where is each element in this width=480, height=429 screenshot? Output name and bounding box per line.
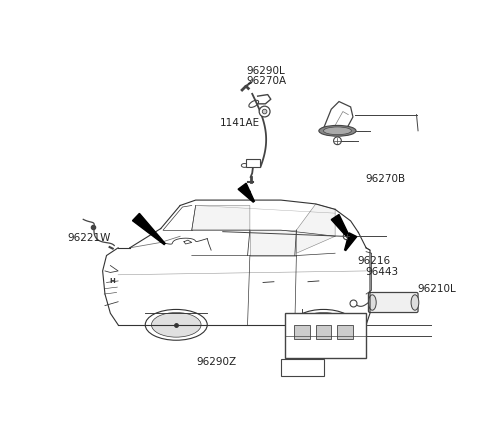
Circle shape bbox=[262, 109, 267, 114]
FancyBboxPatch shape bbox=[369, 293, 418, 312]
Bar bbox=[281, 360, 324, 376]
Text: 96290Z: 96290Z bbox=[196, 357, 236, 367]
Circle shape bbox=[343, 233, 350, 240]
Ellipse shape bbox=[292, 309, 355, 340]
Ellipse shape bbox=[241, 163, 248, 167]
Bar bbox=[316, 325, 331, 338]
Ellipse shape bbox=[411, 295, 419, 310]
Bar bbox=[246, 159, 260, 167]
Polygon shape bbox=[250, 230, 296, 256]
Bar bbox=[294, 325, 310, 338]
Text: 96210L: 96210L bbox=[417, 284, 456, 294]
Polygon shape bbox=[238, 183, 254, 202]
Text: 96221W: 96221W bbox=[67, 233, 111, 243]
Text: 96443: 96443 bbox=[365, 267, 398, 277]
Polygon shape bbox=[192, 205, 250, 230]
Text: 96270A: 96270A bbox=[246, 76, 286, 86]
Polygon shape bbox=[296, 204, 335, 253]
Circle shape bbox=[259, 106, 270, 117]
Ellipse shape bbox=[324, 127, 351, 135]
Bar bbox=[285, 313, 366, 358]
Text: 96290L: 96290L bbox=[246, 66, 285, 76]
Polygon shape bbox=[324, 102, 353, 128]
Text: 1141AE: 1141AE bbox=[220, 118, 260, 129]
Bar bbox=[337, 325, 353, 338]
Ellipse shape bbox=[145, 309, 207, 340]
Ellipse shape bbox=[369, 295, 376, 310]
Polygon shape bbox=[331, 214, 351, 241]
Ellipse shape bbox=[319, 125, 356, 136]
Ellipse shape bbox=[152, 312, 201, 337]
Ellipse shape bbox=[249, 100, 259, 107]
Text: 96270B: 96270B bbox=[365, 174, 405, 184]
Polygon shape bbox=[345, 233, 357, 251]
Polygon shape bbox=[132, 213, 165, 245]
Text: 96216: 96216 bbox=[358, 256, 391, 266]
Ellipse shape bbox=[299, 312, 348, 337]
Text: H: H bbox=[109, 278, 115, 284]
Circle shape bbox=[334, 137, 341, 145]
